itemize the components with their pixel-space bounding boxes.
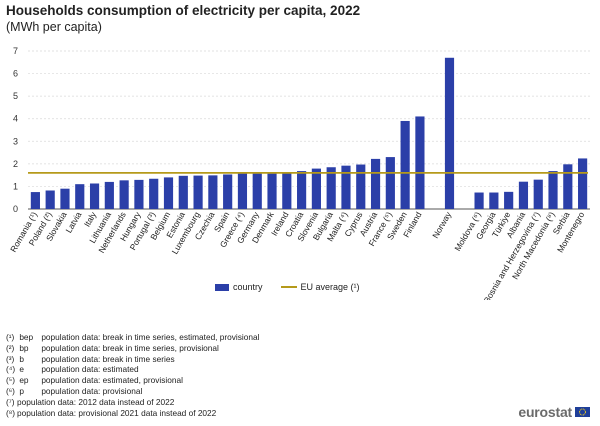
bar [444, 57, 455, 210]
chart-subtitle: (MWh per capita) [6, 20, 102, 34]
bar [163, 177, 174, 209]
bar [385, 157, 395, 209]
y-tick-label: 1 [13, 181, 18, 191]
x-tick-label: Norway [430, 209, 453, 240]
bar [75, 184, 85, 209]
y-tick-label: 3 [13, 136, 18, 146]
bar [474, 192, 484, 209]
bar [297, 171, 307, 209]
bar [89, 183, 100, 209]
y-tick-label: 4 [13, 114, 18, 124]
bar [518, 181, 529, 209]
footnote: (⁵) ep population data: estimated, provis… [6, 375, 183, 386]
footnote: (⁴) e population data: estimated [6, 364, 139, 375]
bar [356, 164, 366, 209]
eurostat-logo: eurostat [518, 404, 590, 420]
bar [119, 180, 129, 209]
logo-text: eurostat [518, 404, 572, 420]
footnote: (¹) bep population data: break in time se… [6, 332, 260, 342]
bar [326, 167, 336, 209]
x-tick-label: Latvia [63, 210, 83, 235]
bar [563, 164, 573, 209]
y-tick-label: 7 [13, 46, 18, 56]
bar [252, 173, 262, 209]
bar [341, 165, 351, 209]
y-tick-label: 5 [13, 91, 18, 101]
bar [578, 158, 588, 209]
bar [104, 181, 114, 209]
bar [533, 179, 543, 209]
footnote: (⁷) population data: 2012 data instead of… [6, 396, 175, 407]
bar [311, 168, 321, 209]
y-tick-label: 0 [13, 204, 18, 214]
legend-country-swatch [215, 283, 229, 291]
bar [45, 190, 55, 209]
footnote: (⁶) p population data: provisional [6, 385, 143, 396]
bar [282, 173, 292, 209]
bar [548, 171, 558, 209]
bar [370, 158, 381, 209]
bar [193, 175, 203, 209]
bar [267, 173, 277, 209]
bar [134, 179, 144, 209]
eu-flag-icon [575, 407, 590, 417]
bar [178, 175, 188, 209]
bar [504, 191, 514, 209]
legend-eu-average-label: EU average (¹) [300, 282, 360, 292]
bar [237, 173, 248, 209]
bar [223, 174, 233, 209]
bar [415, 116, 425, 209]
footnote: (²) bp population data: break in time ser… [6, 342, 219, 353]
bar [149, 178, 159, 209]
bar [60, 188, 70, 209]
y-tick-label: 6 [13, 69, 18, 79]
chart-title: Households consumption of electricity pe… [6, 3, 361, 18]
legend-eu-average-swatch [280, 286, 297, 288]
footnote: (⁸) population data: provisional 2021 dat… [6, 407, 217, 418]
chart-legend: country EU average (¹) [215, 282, 360, 292]
legend-country-label: country [233, 282, 263, 292]
y-tick-label: 2 [13, 159, 18, 169]
bar [400, 120, 410, 209]
bar [30, 192, 40, 209]
footnotes: (¹) bep population data: break in time se… [6, 332, 259, 418]
bar [489, 192, 499, 209]
bar [208, 175, 218, 209]
footnote: (³) b population data: break in time seri… [6, 353, 175, 364]
